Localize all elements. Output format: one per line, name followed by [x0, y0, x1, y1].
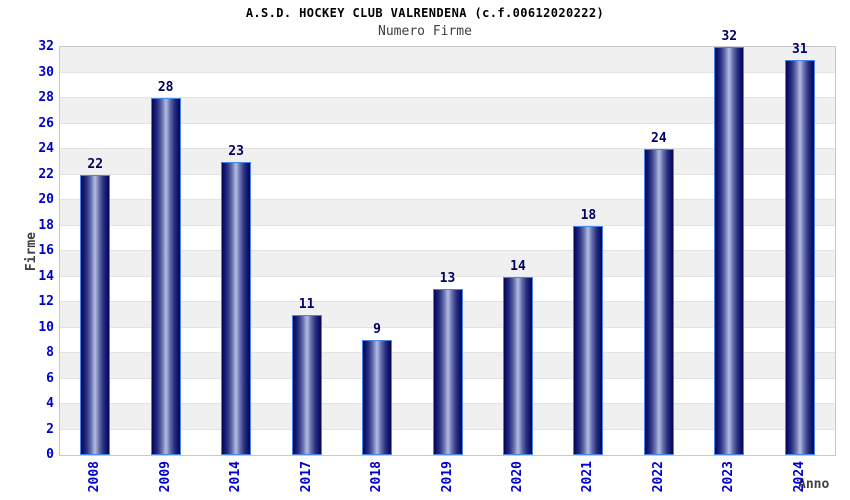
y-tick-label: 22: [38, 166, 54, 182]
bar: [221, 161, 252, 455]
bar: [291, 314, 322, 455]
x-tick-label: 2014: [228, 461, 244, 493]
x-tick-label: 2024: [791, 461, 807, 493]
bar: [150, 98, 181, 455]
bar-value-label: 14: [510, 258, 526, 274]
bar-value-label: 11: [298, 296, 315, 312]
y-tick-label: 12: [38, 294, 54, 309]
gridline: [60, 250, 835, 251]
y-tick-label: 28: [38, 90, 54, 105]
x-tick-label: 2021: [580, 461, 596, 493]
chart-title: A.S.D. HOCKEY CLUB VALRENDENA (c.f.00612…: [245, 6, 605, 20]
bar-value-label: 23: [228, 143, 244, 159]
gridline: [60, 71, 835, 73]
grid-band: [60, 200, 835, 226]
bar-value-label: 28: [157, 80, 174, 95]
y-tick-label: 6: [46, 370, 54, 386]
x-tick-label: 2023: [721, 461, 737, 493]
chart-subtitle: Numero Firme: [378, 24, 472, 39]
y-tick-label: 14: [38, 268, 54, 284]
gridline: [60, 224, 835, 226]
grid-band: [60, 47, 835, 73]
y-tick-label: 2: [46, 421, 54, 437]
x-tick-label: 2017: [298, 461, 314, 493]
x-tick-label: 2008: [87, 461, 103, 493]
bar: [502, 276, 533, 455]
bar: [80, 174, 111, 455]
y-tick-label: 4: [46, 396, 54, 411]
grid-band: [60, 149, 835, 175]
grid-band: [60, 98, 835, 124]
grid-band: [60, 251, 835, 277]
x-tick-label: 2009: [157, 461, 173, 493]
bar-value-label: 9: [373, 322, 381, 338]
bar-value-label: 32: [721, 29, 738, 44]
x-tick-label: 2022: [650, 461, 666, 493]
y-tick-label: 32: [38, 39, 54, 54]
y-tick-label: 0: [46, 447, 54, 462]
bar-value-label: 22: [87, 156, 104, 172]
x-axis-title: Anno: [798, 477, 830, 492]
y-tick-label: 30: [38, 64, 54, 80]
gridline: [60, 173, 835, 175]
x-tick-label: 2020: [509, 461, 525, 493]
plot-area: [59, 46, 836, 456]
bar: [573, 225, 604, 455]
grid-band: [60, 123, 835, 149]
bar-value-label: 18: [580, 207, 597, 223]
x-tick-label: 2018: [369, 461, 385, 493]
bar: [362, 340, 393, 455]
gridline: [60, 148, 835, 149]
y-tick-label: 26: [38, 115, 54, 131]
y-tick-label: 24: [38, 141, 54, 156]
gridline: [60, 97, 835, 98]
bar: [432, 289, 463, 455]
grid-band: [60, 225, 835, 251]
bar: [714, 47, 745, 455]
bar: [784, 59, 815, 455]
bar-value-label: 31: [791, 41, 808, 57]
gridline: [60, 275, 835, 277]
y-tick-label: 8: [46, 345, 54, 360]
y-tick-label: 16: [38, 243, 54, 258]
y-tick-label: 20: [38, 192, 54, 207]
x-tick-label: 2019: [439, 461, 455, 493]
gridline: [60, 199, 835, 200]
grid-band: [60, 72, 835, 98]
bar-value-label: 13: [439, 271, 456, 287]
y-tick-label: 10: [38, 319, 54, 335]
bar: [643, 149, 674, 455]
gridline: [60, 122, 835, 124]
y-tick-label: 18: [38, 217, 54, 233]
bar-value-label: 24: [651, 131, 667, 146]
grid-band: [60, 174, 835, 200]
